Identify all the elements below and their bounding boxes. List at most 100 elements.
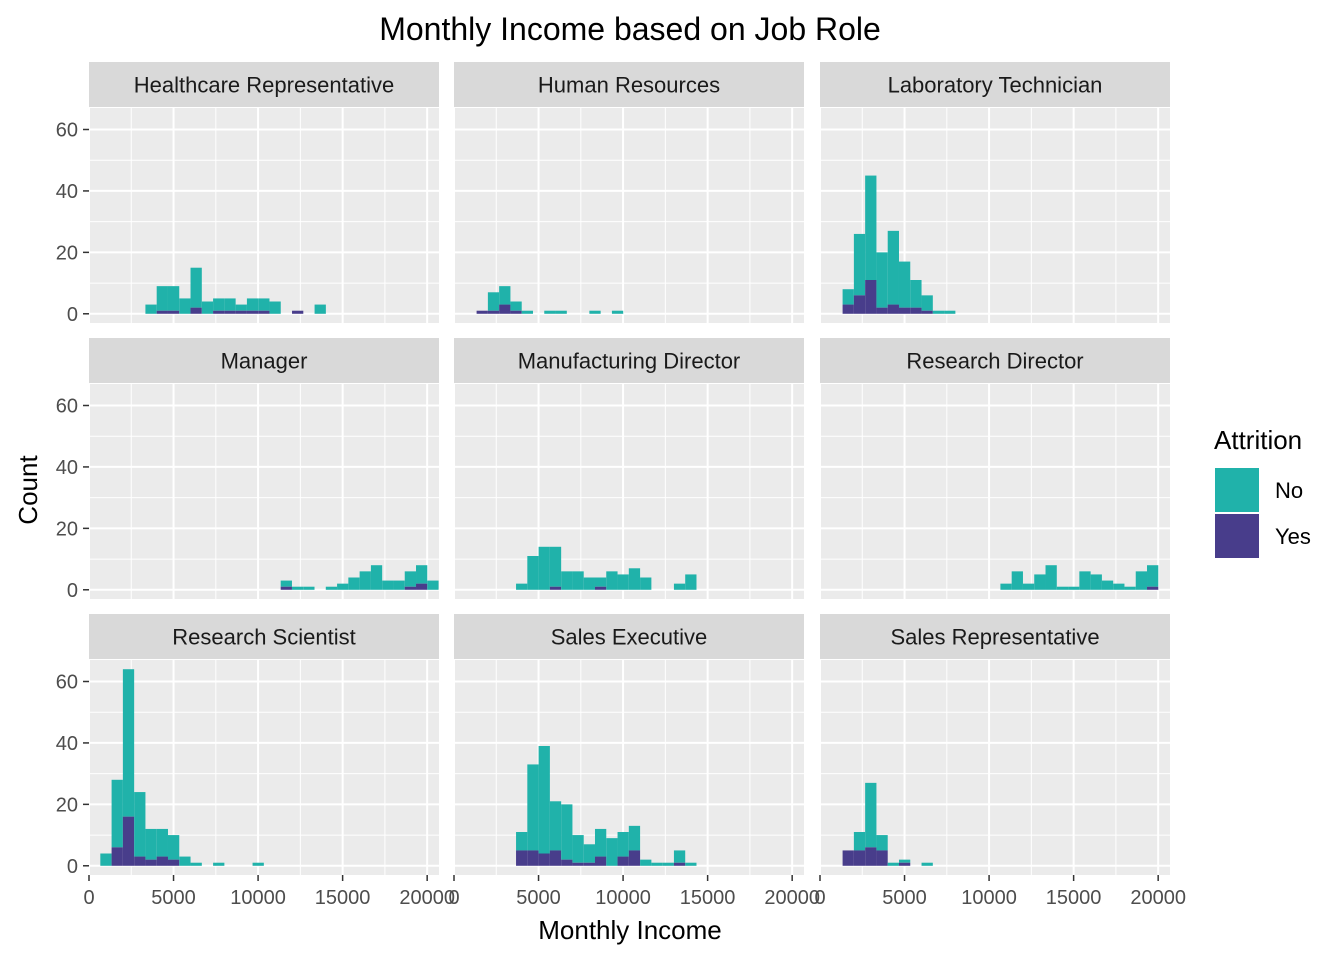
- x-tick-label: 5000: [882, 887, 927, 909]
- bar-no: [865, 782, 877, 848]
- bar-no: [572, 835, 584, 863]
- bar-yes: [865, 847, 877, 866]
- bar-yes: [213, 310, 225, 314]
- facet-label: Healthcare Representative: [134, 73, 394, 98]
- y-tick-label: 20: [56, 794, 78, 816]
- legend-key-no: [1215, 468, 1259, 512]
- bar-no: [179, 298, 191, 314]
- bar-no: [544, 310, 556, 314]
- legend-title: Attrition: [1214, 425, 1302, 455]
- bar-no: [100, 853, 112, 866]
- bar-yes: [887, 304, 899, 314]
- bar-no: [167, 286, 180, 311]
- bar-yes: [842, 304, 854, 314]
- panel-background: [820, 384, 1170, 599]
- x-tick-label: 0: [448, 887, 459, 909]
- bar-no: [179, 856, 191, 866]
- x-tick-label: 15000: [315, 887, 371, 909]
- bar-yes: [910, 307, 922, 314]
- bar-yes: [280, 586, 292, 590]
- bar-yes: [516, 850, 528, 866]
- bar-yes: [1147, 586, 1159, 590]
- facet-panel: Healthcare Representative: [88, 62, 439, 323]
- bar-yes: [145, 859, 157, 866]
- x-tick-label: 5000: [151, 887, 196, 909]
- bar-no: [1045, 565, 1057, 590]
- bar-no: [1011, 571, 1023, 590]
- bar-no: [404, 571, 417, 587]
- bar-yes: [122, 816, 135, 866]
- bar-no: [549, 801, 562, 851]
- bar-no: [167, 835, 180, 860]
- bar-yes: [111, 847, 123, 866]
- legend-label-no: No: [1275, 478, 1303, 503]
- bar-no: [673, 850, 686, 863]
- facet-panel: Research Scientist: [88, 614, 439, 875]
- legend-items: No Yes: [1215, 468, 1311, 558]
- bar-no: [932, 310, 945, 314]
- panel-background: [454, 108, 804, 323]
- facet-strip: [89, 338, 439, 383]
- facet-panel: Sales Representative: [819, 614, 1170, 875]
- bar-no: [910, 280, 922, 308]
- x-tick-label: 20000: [1130, 887, 1186, 909]
- bar-yes: [134, 856, 146, 866]
- bar-yes: [167, 859, 180, 866]
- bar-no: [685, 862, 697, 866]
- bar-yes: [853, 850, 866, 866]
- bar-yes: [487, 310, 500, 314]
- facet-panel: Human Resources: [453, 62, 804, 323]
- x-tick-label: 0: [814, 887, 825, 909]
- bar-yes: [416, 583, 428, 590]
- bar-yes: [538, 853, 550, 866]
- bar-yes: [673, 862, 686, 866]
- panel-background: [454, 384, 804, 599]
- bar-no: [685, 574, 697, 590]
- bar-no: [246, 298, 259, 311]
- bar-yes: [898, 307, 911, 314]
- facet-strip: [89, 614, 439, 659]
- bar-no: [628, 568, 641, 590]
- y-axis-title: Count: [13, 455, 43, 525]
- bar-yes: [876, 307, 888, 314]
- bar-no: [887, 862, 899, 866]
- facet-panel: Research Director: [819, 338, 1170, 599]
- bar-yes: [235, 310, 247, 314]
- bar-yes: [842, 850, 854, 866]
- bar-yes: [583, 862, 595, 866]
- bar-no: [393, 580, 405, 590]
- bar-no: [549, 546, 562, 587]
- bar-no: [853, 233, 866, 296]
- bar-no: [1034, 574, 1046, 590]
- bar-no: [561, 804, 573, 860]
- bar-no: [156, 286, 168, 311]
- facet-strip: [820, 614, 1170, 659]
- bar-yes: [527, 850, 539, 866]
- bar-no: [589, 310, 601, 314]
- bar-no: [853, 832, 866, 851]
- facet-label: Research Scientist: [172, 625, 355, 650]
- bar-no: [201, 301, 214, 314]
- bar-yes: [510, 310, 522, 314]
- facet-strip: [89, 62, 439, 107]
- bar-no: [1022, 583, 1035, 590]
- bar-no: [370, 565, 383, 590]
- y-tick-label: 20: [56, 518, 78, 540]
- facet-strip: [820, 62, 1170, 107]
- bar-yes: [594, 856, 607, 866]
- bar-no: [561, 571, 573, 590]
- facet-panel: Manufacturing Director: [453, 338, 804, 599]
- x-tick-label: 20000: [764, 887, 820, 909]
- bar-no: [606, 571, 618, 590]
- bar-no: [898, 859, 911, 863]
- bar-no: [944, 310, 956, 314]
- bar-no: [359, 571, 371, 590]
- bar-yes: [476, 310, 488, 314]
- bar-no: [1000, 583, 1012, 590]
- facet-label: Manufacturing Director: [518, 349, 741, 374]
- bar-no: [876, 252, 888, 308]
- bar-no: [673, 583, 686, 590]
- bar-no: [583, 844, 595, 863]
- y-tick-label: 60: [56, 120, 78, 142]
